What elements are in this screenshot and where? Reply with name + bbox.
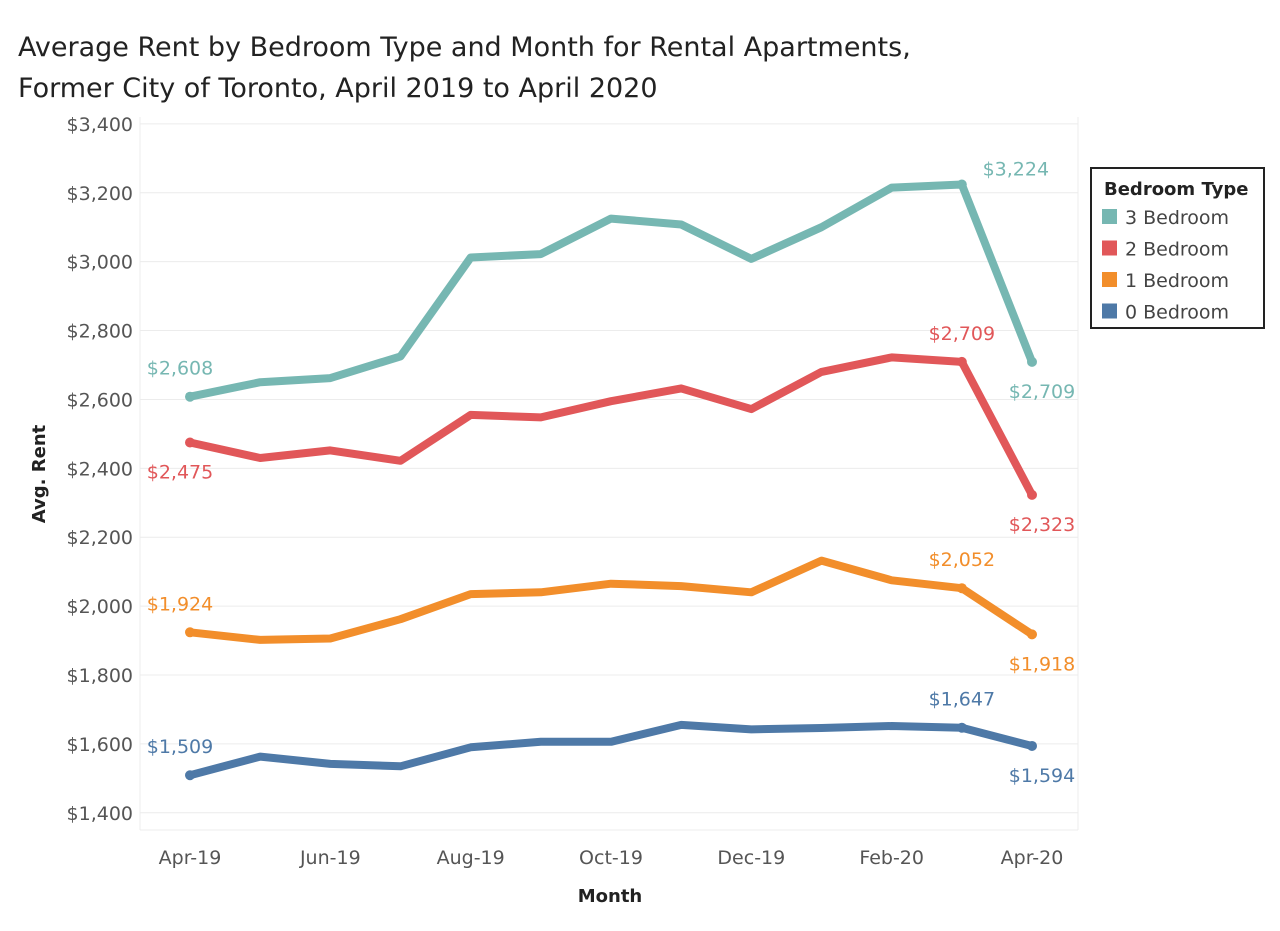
x-tick-label: Feb-20 — [859, 847, 924, 869]
series-line-3-bedroom — [186, 180, 1036, 401]
series-lines — [185, 179, 1037, 781]
data-label-0-bedroom: $1,509 — [147, 736, 213, 758]
legend: Bedroom Type 3 Bedroom 2 Bedroom 1 Bedroom… — [1090, 167, 1265, 329]
y-axis-title: Avg. Rent — [29, 424, 50, 523]
x-tick-label: Dec-19 — [717, 847, 785, 869]
y-tick-label: $3,000 — [67, 252, 133, 274]
data-point-1-bedroom — [185, 627, 195, 638]
data-label-1-bedroom: $2,052 — [929, 549, 995, 571]
y-axis-ticks: $1,400 $1,600 $1,800 $2,000 $2,200 $2,400 $2,6… — [67, 114, 133, 825]
data-point-2-bedroom — [956, 356, 967, 367]
y-tick-label: $2,200 — [67, 527, 133, 549]
y-tick-label: $2,000 — [67, 596, 133, 618]
data-point-3-bedroom — [185, 391, 195, 402]
data-label-1-bedroom: $1,924 — [147, 593, 213, 615]
data-point-0-bedroom — [1027, 740, 1037, 751]
series-line-0-bedroom — [186, 720, 1036, 780]
legend-swatch — [1102, 272, 1117, 287]
y-tick-label: $1,400 — [67, 803, 133, 825]
legend-entry: 0 Bedroom — [1125, 302, 1229, 324]
legend-swatch — [1102, 303, 1117, 319]
data-point-0-bedroom — [185, 770, 195, 781]
chart-title-line-2: Former City of Toronto, April 2019 to Ap… — [18, 73, 658, 104]
y-tick-label: $2,800 — [67, 321, 133, 343]
legend-box — [1090, 167, 1265, 329]
data-point-1-bedroom — [1027, 629, 1037, 640]
legend-entry: 1 Bedroom — [1125, 270, 1229, 292]
x-tick-label: Apr-20 — [1001, 847, 1064, 869]
x-axis-title: Month — [578, 886, 643, 907]
data-label-2-bedroom: $2,323 — [1009, 514, 1075, 536]
y-tick-label: $1,800 — [67, 665, 133, 687]
chart-title-line-1: Average Rent by Bedroom Type and Month f… — [18, 32, 911, 63]
y-tick-label: $1,600 — [67, 734, 133, 756]
legend-title: Bedroom Type — [1104, 179, 1248, 200]
data-point-3-bedroom — [956, 179, 967, 190]
data-label-0-bedroom: $1,594 — [1009, 765, 1075, 787]
data-label-2-bedroom: $2,709 — [929, 323, 995, 345]
y-tick-label: $2,600 — [67, 389, 133, 411]
x-tick-label: Aug-19 — [437, 847, 505, 869]
data-label-2-bedroom: $2,475 — [147, 462, 213, 484]
data-label-1-bedroom: $1,918 — [1009, 653, 1075, 675]
data-label-0-bedroom: $1,647 — [929, 689, 995, 711]
legend-swatch — [1102, 240, 1117, 256]
data-label-3-bedroom: $3,224 — [983, 159, 1049, 181]
x-tick-label: Jun-19 — [299, 847, 361, 869]
data-label-3-bedroom: $2,608 — [147, 358, 213, 380]
x-tick-label: Oct-19 — [579, 847, 643, 869]
data-point-2-bedroom — [1027, 489, 1037, 500]
legend-items: 3 Bedroom 2 Bedroom 1 Bedroom 0 Bedroom — [1102, 207, 1229, 324]
y-tick-label: $3,400 — [67, 114, 133, 136]
data-label-3-bedroom: $2,709 — [1009, 381, 1075, 403]
series-line-1-bedroom — [186, 556, 1036, 644]
legend-entry: 2 Bedroom — [1125, 239, 1229, 261]
data-point-3-bedroom — [1027, 356, 1037, 367]
data-point-2-bedroom — [185, 437, 195, 448]
y-tick-label: $2,400 — [67, 458, 133, 480]
gridlines — [139, 117, 1079, 831]
series-line-2-bedroom — [186, 353, 1036, 499]
y-tick-label: $3,200 — [67, 183, 133, 205]
data-point-0-bedroom — [956, 722, 967, 733]
legend-swatch — [1102, 209, 1117, 224]
x-tick-label: Apr-19 — [159, 847, 222, 869]
legend-entry: 3 Bedroom — [1125, 207, 1229, 229]
data-point-1-bedroom — [956, 583, 967, 594]
data-labels: $1,509 $1,647 $1,594 $1,924 $2,052 $1,918 $2,4… — [147, 159, 1075, 787]
plot-area — [140, 117, 1078, 830]
x-axis-ticks: Apr-19 Jun-19 Aug-19 Oct-19 Dec-19 Feb-20 Apr-… — [159, 847, 1064, 869]
